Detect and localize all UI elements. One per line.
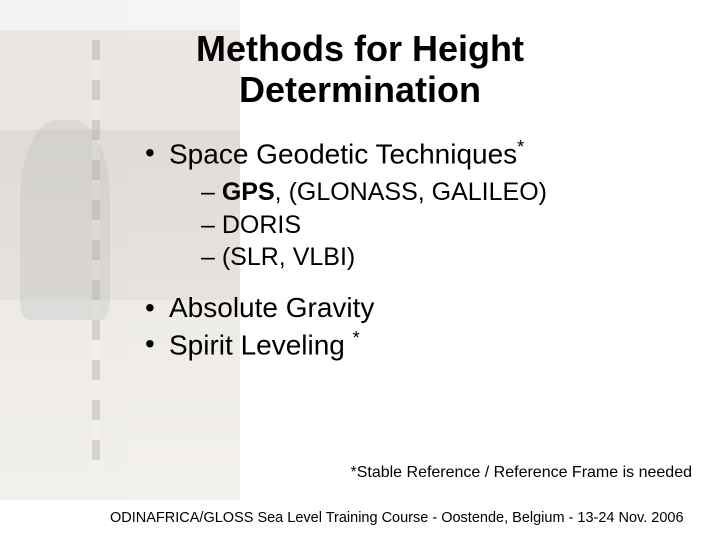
- sub-gps: – GPS (GLONASS, GALILEO): [169, 176, 720, 209]
- bullet-spirit-leveling: Spirit Leveling *: [145, 328, 720, 361]
- slide-title: Methods for Height Determination: [90, 28, 630, 111]
- bullet-space-geodetic: Space Geodetic Techniques* – GPS (GLONAS…: [145, 137, 720, 274]
- title-line-2: Determination: [239, 69, 481, 110]
- credit-line: ODINAFRICA/GLOSS Sea Level Training Cour…: [110, 510, 684, 526]
- asterisk: *: [353, 328, 360, 348]
- slide: Methods for Height Determination Space G…: [0, 0, 720, 540]
- sub-list: – GPS (GLONASS, GALILEO) – DORIS – (SLR,…: [169, 176, 720, 274]
- bullet-label: Spirit Leveling: [169, 329, 353, 360]
- bullet-label: Absolute Gravity: [169, 292, 374, 323]
- asterisk: *: [517, 137, 524, 157]
- gps-rest: (GLONASS, GALILEO): [289, 178, 547, 206]
- title-line-1: Methods for Height: [196, 28, 524, 69]
- bullet-list: Space Geodetic Techniques* – GPS (GLONAS…: [145, 137, 720, 361]
- sub-doris: – DORIS: [169, 209, 720, 242]
- footnote: *Stable Reference / Reference Frame is n…: [350, 464, 692, 482]
- dash: –: [201, 178, 222, 206]
- slide-body: Space Geodetic Techniques* – GPS (GLONAS…: [145, 137, 720, 361]
- gps-bold: GPS: [222, 178, 289, 206]
- bullet-absolute-gravity: Absolute Gravity: [145, 292, 720, 324]
- bullet-label: Space Geodetic Techniques: [169, 138, 517, 169]
- sub-slr-vlbi: – (SLR, VLBI): [169, 241, 720, 274]
